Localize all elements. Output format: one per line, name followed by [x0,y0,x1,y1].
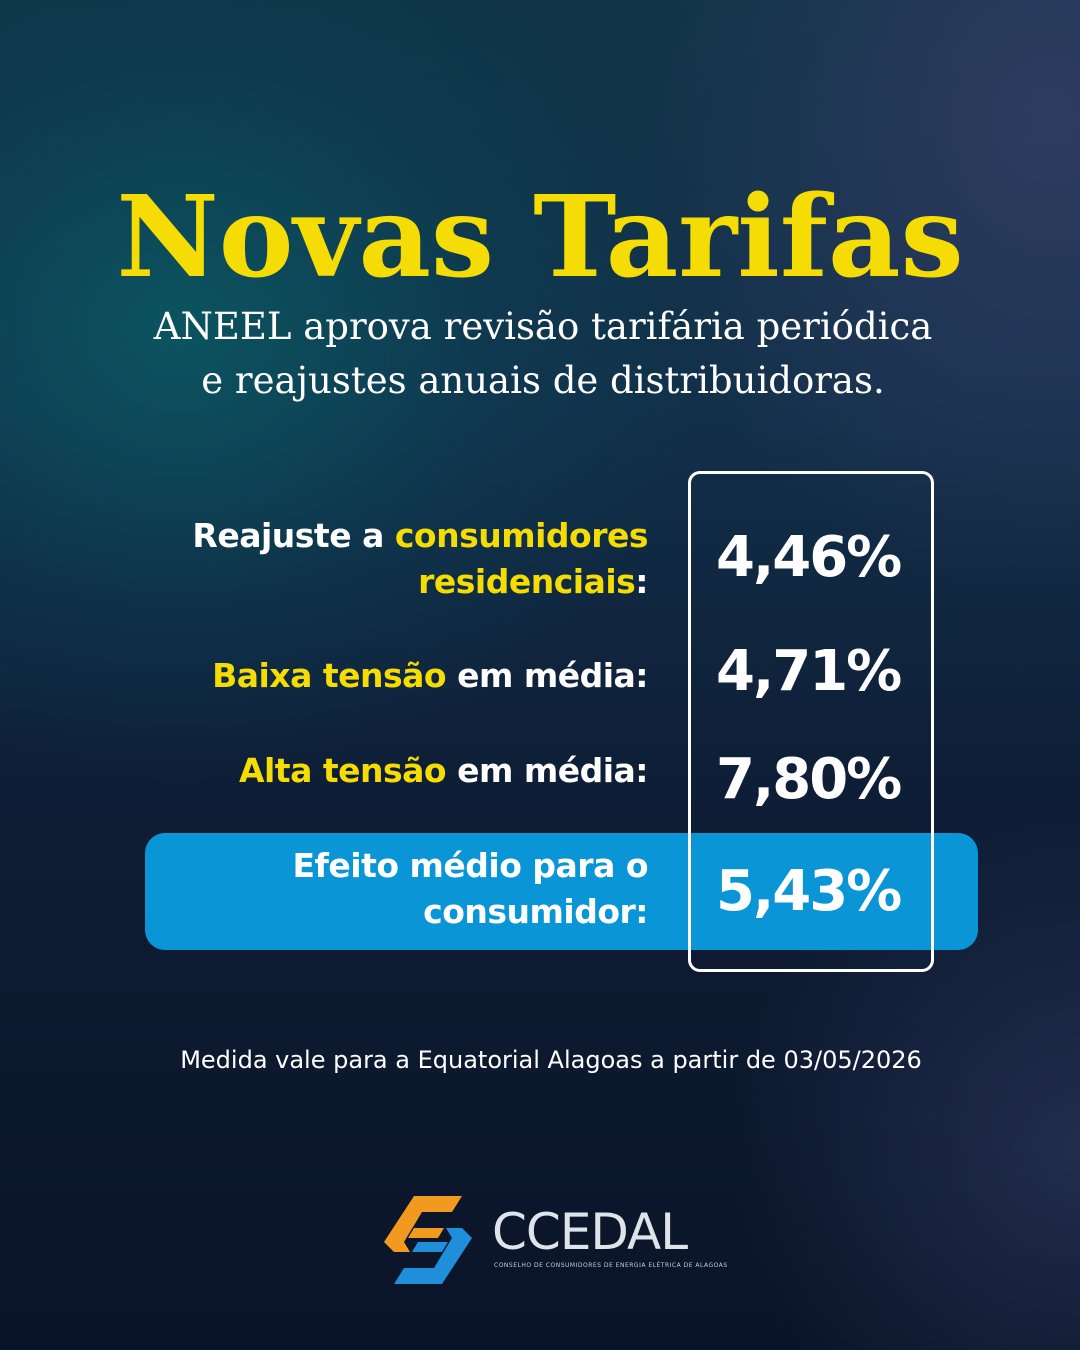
high-voltage-label: Alta tensão em média: [238,748,649,794]
residential-adjustment-label: Reajuste a consumidores residenciais: [192,513,648,605]
residential-adjustment-value: 4,46% [716,525,902,590]
page-subtitle: ANEEL aprova revisão tarifária periódica… [0,300,1080,408]
low-voltage-value: 4,71% [716,639,902,704]
residential-label-plain: Reajuste a [192,516,395,555]
high-voltage-value: 7,80% [716,747,902,812]
average-effect-label: Efeito médio para o consumidor: [292,843,649,935]
logo-tagline: CONSELHO DE CONSUMIDORES DE ENERGIA ELÉT… [494,1262,728,1269]
high-voltage-label-plain: em média: [446,751,648,790]
residential-label-highlight-2: residenciais [418,562,636,601]
residential-label-colon: : [635,562,648,601]
average-effect-value: 5,43% [716,859,902,924]
effective-date-note: Medida vale para a Equatorial Alagoas a … [180,1046,922,1074]
ccedal-logo: CCEDAL CONSELHO DE CONSUMIDORES DE ENERG… [380,1192,727,1292]
average-effect-label-line-2: consumidor: [423,892,648,931]
low-voltage-label-highlight: Baixa tensão [212,656,447,695]
low-voltage-label-plain: em média: [446,656,648,695]
page-title: Novas Tarifas [116,172,964,303]
ccedal-logo-icon [384,1196,472,1284]
values-frame [688,471,934,972]
residential-label-highlight-1: consumidores [394,516,649,555]
low-voltage-label: Baixa tensão em média: [212,653,648,699]
average-effect-highlight-bar [145,833,978,950]
average-effect-label-line-1: Efeito médio para o [292,846,649,885]
subtitle-line-1: ANEEL aprova revisão tarifária periódica [153,305,933,348]
high-voltage-label-highlight: Alta tensão [238,751,447,790]
logo-wordmark: CCEDAL [492,1203,688,1261]
subtitle-line-2: e reajustes anuais de distribuidoras. [201,359,885,402]
